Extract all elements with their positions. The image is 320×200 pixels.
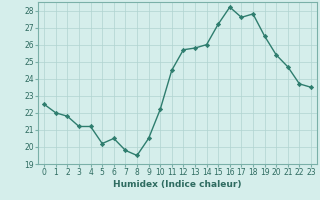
X-axis label: Humidex (Indice chaleur): Humidex (Indice chaleur) <box>113 180 242 189</box>
